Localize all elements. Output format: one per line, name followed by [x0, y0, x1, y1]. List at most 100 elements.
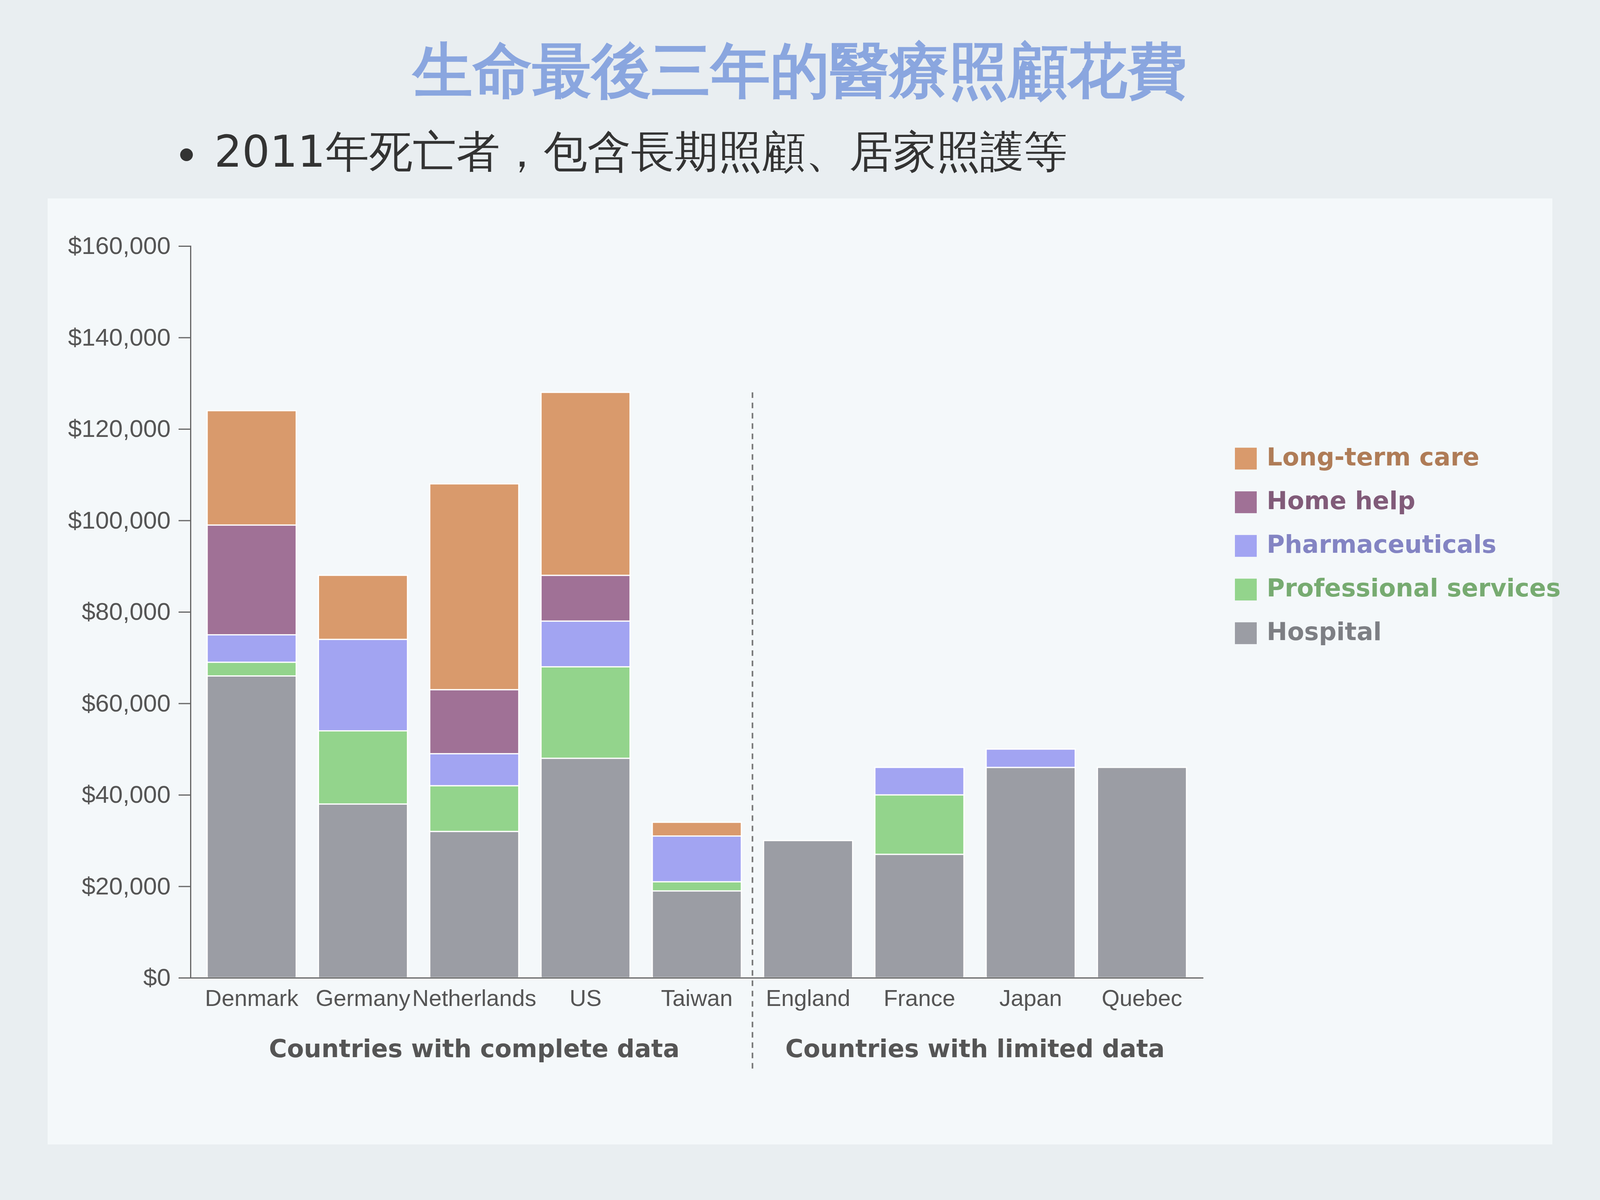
- bar-segment: [207, 675, 297, 978]
- y-tick-mark: [178, 611, 191, 613]
- bar-segment: [540, 392, 630, 576]
- x-tick-label: US: [569, 984, 602, 1011]
- y-tick-label: $120,000: [67, 414, 171, 443]
- y-tick: $60,000: [81, 689, 191, 717]
- bar-segment: [207, 525, 297, 635]
- legend: Long-term care Home help Pharmaceuticals Pr…: [1234, 442, 1561, 647]
- bar-segment: [540, 575, 630, 622]
- bar-segment: [875, 767, 964, 795]
- x-tick: England: [765, 977, 851, 1011]
- y-tick-label: $20,000: [81, 872, 171, 900]
- y-tick: $100,000: [67, 506, 191, 534]
- bar-segment: [652, 881, 742, 891]
- y-tick-label: $100,000: [67, 506, 171, 534]
- y-tick: $80,000: [81, 597, 191, 625]
- x-tick: Taiwan: [661, 977, 733, 1011]
- bar-segment: [540, 666, 630, 759]
- bar-segment: [986, 767, 1075, 978]
- y-tick-label: $80,000: [81, 597, 171, 625]
- legend-swatch: [1234, 447, 1257, 470]
- bar-segment: [207, 662, 297, 677]
- x-axis-line: [190, 977, 1204, 979]
- y-tick: $120,000: [67, 414, 191, 443]
- x-tick-label: Quebec: [1101, 984, 1183, 1011]
- bar-segment: [318, 730, 408, 804]
- bar-segment: [652, 822, 742, 837]
- y-tick-mark: [178, 428, 191, 430]
- x-tick: Netherlands: [412, 977, 537, 1011]
- legend-label: Pharmaceuticals: [1266, 529, 1497, 559]
- x-tick-label: Japan: [999, 984, 1062, 1011]
- bar-segment: [429, 689, 519, 754]
- bar-segment: [1097, 767, 1187, 978]
- bar-segment: [763, 840, 853, 978]
- y-tick-mark: [178, 337, 191, 339]
- bar-segment: [429, 753, 519, 786]
- y-tick-mark: [178, 520, 191, 522]
- x-tick-label: England: [765, 984, 851, 1011]
- x-tick: France: [883, 977, 956, 1011]
- legend-label: Hospital: [1266, 617, 1382, 647]
- x-tick: US: [569, 977, 602, 1011]
- y-tick: $20,000: [81, 872, 191, 900]
- legend-item: Hospital: [1234, 617, 1382, 647]
- y-tick: $140,000: [67, 323, 191, 351]
- x-tick: Japan: [999, 977, 1062, 1011]
- group-divider: [751, 392, 754, 1070]
- legend-swatch: [1234, 534, 1257, 557]
- x-tick-label: Netherlands: [412, 984, 537, 1011]
- legend-swatch: [1234, 491, 1257, 514]
- bar-segment: [429, 785, 519, 832]
- x-tick-label: Taiwan: [661, 984, 733, 1011]
- legend-item: Long-term care: [1234, 442, 1480, 472]
- y-tick: $0: [143, 963, 191, 991]
- bar-segment: [652, 890, 742, 978]
- y-tick: $160,000: [67, 231, 191, 260]
- bar-segment: [986, 749, 1075, 768]
- y-axis: $0 $20,000 $40,000 $60,000 $80,000 $100,000 $1…: [67, 231, 191, 991]
- group-label: Countries with complete data: [269, 1034, 680, 1064]
- bar-segment: [207, 634, 297, 663]
- x-tick: Denmark: [205, 977, 299, 1011]
- bar-segment: [875, 854, 964, 978]
- series: [207, 621, 1075, 882]
- y-axis-line: [178, 246, 191, 979]
- y-tick-mark: [178, 703, 191, 705]
- legend-item: Pharmaceuticals: [1234, 529, 1497, 559]
- chart: 生命最後三年的醫療照顧花費 2011年死亡者，包含長期照顧、居家照護等 $0 $20,…: [0, 0, 1600, 1200]
- bar-segment: [318, 639, 408, 731]
- bar-segment: [318, 803, 408, 978]
- series: [207, 392, 742, 837]
- y-tick-mark: [178, 245, 191, 247]
- title: 生命最後三年的醫療照顧花費: [411, 36, 1187, 106]
- legend-label: Professional services: [1266, 573, 1561, 603]
- legend-item: Professional services: [1234, 573, 1561, 603]
- bar-segment: [540, 758, 630, 978]
- group-label: Countries with limited data: [785, 1034, 1165, 1064]
- y-tick-label: $140,000: [67, 323, 171, 351]
- bar-segment: [318, 575, 408, 640]
- bar-segment: [875, 794, 964, 855]
- subtitle: 2011年死亡者，包含長期照顧、居家照護等: [214, 126, 1068, 177]
- bar-segment: [429, 483, 519, 690]
- legend-item: Home help: [1234, 486, 1416, 516]
- x-tick-label: France: [883, 984, 956, 1011]
- y-tick-label: $60,000: [81, 689, 171, 717]
- plot: $0 $20,000 $40,000 $60,000 $80,000 $100,000 $1…: [67, 231, 1204, 1070]
- bar-segment: [429, 831, 519, 978]
- legend-label: Long-term care: [1266, 442, 1480, 472]
- x-tick-label: Germany: [315, 984, 411, 1011]
- x-tick: Germany: [315, 977, 411, 1011]
- legend-swatch: [1234, 622, 1257, 645]
- y-tick-label: $160,000: [67, 231, 171, 260]
- x-axis: Denmark GermanyNetherlands US Taiwan England…: [190, 977, 1204, 1011]
- bar-segment: [540, 621, 630, 667]
- y-tick-mark: [178, 977, 191, 979]
- chart-panel: [47, 198, 1553, 1145]
- background: [0, 0, 1600, 1200]
- legend-swatch: [1234, 578, 1257, 601]
- x-tick-label: Denmark: [205, 984, 299, 1011]
- y-tick: $40,000: [81, 780, 191, 808]
- y-tick-mark: [178, 794, 191, 796]
- x-tick: Quebec: [1101, 977, 1183, 1011]
